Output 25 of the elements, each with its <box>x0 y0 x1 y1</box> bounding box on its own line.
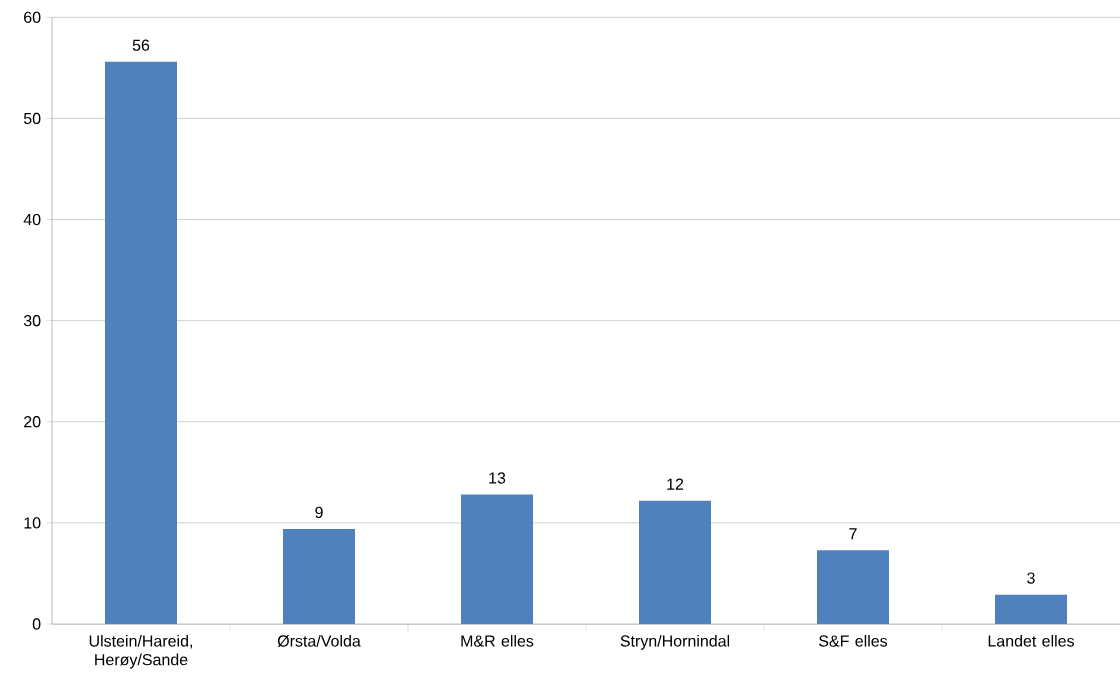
data-label: 13 <box>489 472 506 484</box>
bar <box>105 61 177 624</box>
y-tick-label: 50 <box>23 112 41 125</box>
bar <box>283 528 355 624</box>
data-label: 7 <box>849 528 857 540</box>
x-tick-label: Ørsta/Volda <box>277 634 361 647</box>
bar <box>995 594 1068 624</box>
y-tick-label: 40 <box>23 213 41 226</box>
y-tick-label: 30 <box>23 315 41 327</box>
y-tick-label: 20 <box>24 416 41 428</box>
x-tick-label: M&R elles <box>461 634 534 647</box>
y-tick-label: 60 <box>24 11 41 23</box>
bar <box>461 494 533 624</box>
x-tick-label: Stryn/Hornindal <box>620 634 730 650</box>
bar <box>817 550 890 624</box>
y-tick-label: 0 <box>32 618 41 630</box>
data-label: 9 <box>315 506 323 519</box>
bar <box>639 500 712 624</box>
y-tick-label: 10 <box>24 517 41 529</box>
data-label: 3 <box>1027 572 1035 584</box>
x-tick-label: Landet elles <box>988 634 1074 647</box>
data-label: 12 <box>667 478 684 490</box>
x-tick-label: S&F elles <box>819 634 888 647</box>
x-tick-label: Ulstein/Hareid, Herøy/Sande <box>89 634 193 669</box>
data-label: 56 <box>132 39 150 51</box>
